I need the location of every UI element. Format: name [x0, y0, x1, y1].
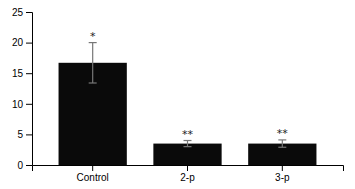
x-tick-mark — [187, 165, 188, 171]
error-line — [187, 141, 188, 147]
y-tick-label: 0 — [17, 160, 23, 171]
x-tick-label: 2-p — [180, 172, 195, 183]
annotations: ***** — [90, 30, 288, 141]
y-tick: 0 — [17, 160, 32, 171]
y-tick-mark — [26, 134, 32, 135]
y-tick-label: 5 — [17, 129, 23, 140]
annotation: * — [90, 30, 96, 43]
y-tick: 20 — [12, 37, 32, 48]
x-tick: Control — [77, 165, 109, 183]
bar — [153, 144, 221, 165]
y-tick: 25 — [12, 7, 32, 18]
y-tick-label: 20 — [12, 37, 24, 48]
y-tick: 5 — [17, 129, 32, 140]
y-tick: 15 — [12, 68, 32, 79]
marks — [59, 43, 317, 165]
x-tick-mark — [92, 165, 93, 171]
y-tick-label: 10 — [12, 99, 24, 110]
error-bar — [89, 43, 97, 83]
y-tick-label: 15 — [12, 68, 24, 79]
plot: 0510152025Control2-p3-p***** — [12, 7, 344, 183]
x-tick: 3-p — [275, 165, 290, 183]
y-tick: 10 — [12, 99, 32, 110]
bar — [248, 144, 316, 165]
y-tick-mark — [26, 104, 32, 105]
x-tick-label: Control — [77, 172, 109, 183]
y-tick-mark — [26, 165, 32, 166]
axis-line — [33, 166, 344, 172]
error-cap — [184, 146, 192, 147]
x-tick: 2-p — [180, 165, 195, 183]
axis-line — [26, 13, 33, 166]
annotation: ** — [182, 128, 194, 141]
error-line — [92, 43, 93, 83]
error-bar — [184, 141, 192, 147]
y-tick-label: 25 — [12, 7, 24, 18]
y-axis: 0 5 10 15 20 25 — [12, 7, 33, 171]
error-line — [282, 140, 283, 147]
y-tick-mark — [26, 43, 32, 44]
y-tick-mark — [26, 73, 32, 74]
x-tick-label: 3-p — [275, 172, 290, 183]
error-cap — [278, 147, 286, 148]
chart: 0510152025Control2-p3-p***** — [0, 0, 355, 189]
y-tick-mark — [26, 12, 32, 13]
error-bar — [278, 140, 286, 147]
error-cap — [89, 82, 97, 83]
annotation: ** — [277, 127, 289, 140]
x-axis: Control 2-p 3-p — [33, 165, 344, 183]
x-tick-mark — [282, 165, 283, 171]
